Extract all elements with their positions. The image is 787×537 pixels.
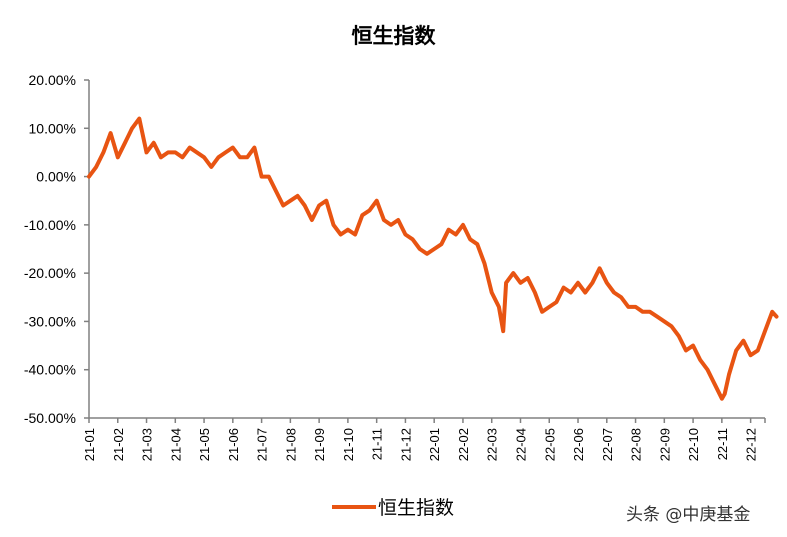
chart-title: 恒生指数 xyxy=(351,24,436,48)
y-tick-label: -30.00% xyxy=(24,313,76,329)
y-tick-label: 20.00% xyxy=(29,72,76,88)
x-tick-label: 22-01 xyxy=(427,428,442,461)
x-tick-label: 22-04 xyxy=(513,428,528,461)
x-tick-label: 22-10 xyxy=(686,428,701,461)
legend-label: 恒生指数 xyxy=(378,497,455,519)
y-tick-label: -50.00% xyxy=(24,410,76,426)
x-tick-label: 21-03 xyxy=(140,428,155,461)
x-tick-label: 22-03 xyxy=(485,428,500,461)
x-tick-label: 21-01 xyxy=(82,428,97,461)
x-tick-label: 21-02 xyxy=(111,428,126,461)
x-tick-label: 21-05 xyxy=(197,428,212,461)
x-tick-label: 22-12 xyxy=(744,428,759,461)
y-axis: 20.00% 10.00% 0.00% -10.00% -20.00% -30.00% -4… xyxy=(24,72,90,426)
watermark: 头条 @中庚基金 xyxy=(626,505,751,525)
x-tick-label: 22-09 xyxy=(657,428,672,461)
x-tick-label: 21-09 xyxy=(312,428,327,461)
x-tick-label: 21-07 xyxy=(255,428,270,461)
y-tick-label: 10.00% xyxy=(29,120,76,136)
hang-seng-line xyxy=(87,116,779,401)
x-tick-label: 22-08 xyxy=(629,428,644,461)
y-tick-label: -40.00% xyxy=(24,362,76,378)
x-tick-label: 22-05 xyxy=(542,428,557,461)
x-tick-label: 21-12 xyxy=(398,428,413,461)
y-tick-label: -20.00% xyxy=(24,265,76,281)
x-tick-label: 22-02 xyxy=(456,428,471,461)
y-tick-label: 0.00% xyxy=(36,169,76,185)
x-tick-label: 21-11 xyxy=(370,428,385,460)
x-tick-label: 21-10 xyxy=(341,428,356,461)
legend: 恒生指数 xyxy=(332,493,454,520)
x-axis: 21-01 21-02 21-03 21-04 21-05 21-06 21-07 21-08… xyxy=(82,417,766,461)
x-tick-label: 22-11 xyxy=(715,428,730,460)
x-tick-label: 21-06 xyxy=(226,428,241,461)
x-tick-label: 21-08 xyxy=(283,428,298,461)
legend-swatch xyxy=(332,504,376,509)
y-tick-label: -10.00% xyxy=(24,217,76,233)
x-tick-label: 21-04 xyxy=(168,428,183,461)
x-tick-label: 22-07 xyxy=(600,428,615,461)
x-tick-label: 22-06 xyxy=(571,428,586,461)
